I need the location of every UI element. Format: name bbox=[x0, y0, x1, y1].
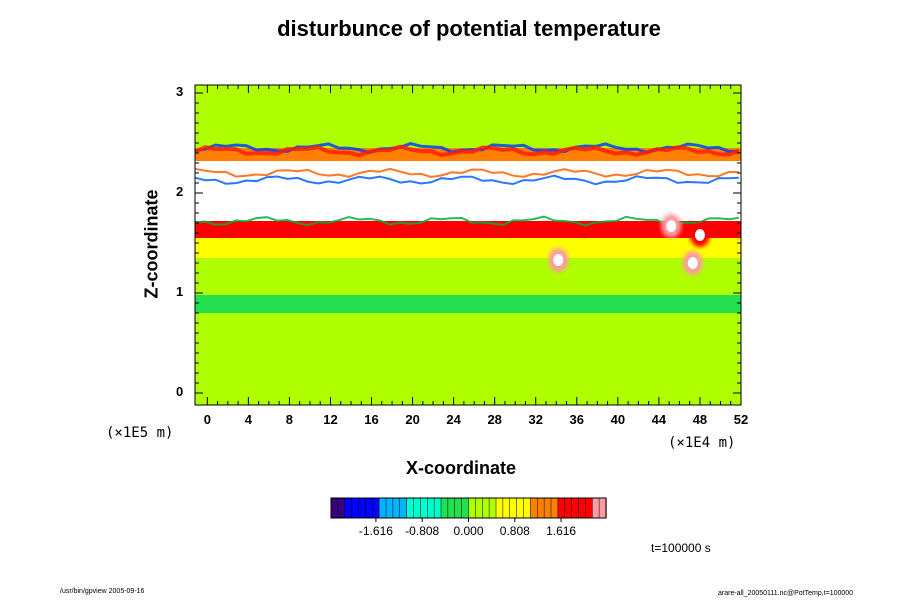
colorbar-cell bbox=[433, 497, 442, 519]
colorbar-cell bbox=[557, 497, 566, 519]
colorbar-cell bbox=[523, 497, 532, 519]
feature-core-1 bbox=[687, 257, 698, 269]
colorbar-cell bbox=[482, 497, 490, 519]
colorbar-tick-label: -1.616 bbox=[358, 524, 393, 538]
colorbar-cell bbox=[399, 497, 408, 519]
x-tick-label: 24 bbox=[446, 412, 461, 427]
heatmap-band-3 bbox=[195, 178, 741, 221]
heatmap-band-8 bbox=[195, 313, 741, 405]
colorbar-cell bbox=[564, 497, 573, 519]
feature-core-0 bbox=[553, 254, 564, 266]
colorbar-cell bbox=[571, 497, 580, 519]
colorbar-cell bbox=[420, 497, 428, 519]
feature-core-3 bbox=[666, 220, 677, 232]
y-scale-label: (×1E5 m) bbox=[106, 425, 174, 441]
footer-right: arare-all_20050111.nc@PotTemp,t=100000 bbox=[718, 590, 854, 597]
x-tick-label: 20 bbox=[405, 412, 420, 427]
interface-line-1 bbox=[194, 144, 740, 158]
colorbar-cell bbox=[461, 497, 470, 519]
heatmap-band-7 bbox=[195, 295, 741, 313]
colorbar-cell bbox=[365, 497, 373, 519]
colorbar-cell bbox=[447, 497, 456, 519]
x-tick-label: 48 bbox=[692, 412, 708, 427]
colorbar-cell bbox=[378, 497, 387, 519]
colorbar-cell bbox=[495, 497, 504, 519]
x-tick-label: 36 bbox=[569, 412, 585, 427]
x-scale-label: (×1E4 m) bbox=[668, 435, 736, 451]
colorbar-cell bbox=[372, 497, 380, 519]
colorbar-cell bbox=[358, 497, 367, 519]
colorbar-tick-label: 0.000 bbox=[453, 524, 484, 538]
y-tick-label: 3 bbox=[176, 84, 184, 99]
colorbar-cell bbox=[344, 497, 353, 519]
colorbar-tick-label: 1.616 bbox=[546, 524, 577, 538]
x-tick-label: 16 bbox=[364, 412, 379, 427]
x-tick-label: 52 bbox=[733, 412, 749, 427]
heatmap-band-2 bbox=[195, 161, 741, 178]
chart-title: disturbunce of potential temperature bbox=[277, 16, 661, 41]
colorbar-cell bbox=[543, 497, 552, 519]
heatmap-area bbox=[194, 84, 742, 406]
interface-line-4 bbox=[194, 215, 740, 227]
x-tick-label: 40 bbox=[610, 412, 626, 427]
colorbar-cell bbox=[440, 497, 449, 519]
heatmap-band-4 bbox=[195, 221, 741, 238]
plot-frame bbox=[194, 84, 742, 406]
colorbar-cell bbox=[475, 497, 483, 519]
interface-line-3 bbox=[194, 174, 739, 186]
colorbar-cell bbox=[454, 497, 463, 519]
x-tick-label: 12 bbox=[323, 412, 338, 427]
y-tick-label: 2 bbox=[176, 184, 184, 199]
colorbar-cell bbox=[598, 497, 607, 519]
colorbar-cell bbox=[413, 497, 422, 519]
x-axis-title: X-coordinate bbox=[406, 458, 517, 478]
colorbar-cell bbox=[578, 497, 587, 519]
x-tick-label: 0 bbox=[203, 412, 211, 427]
colorbar-cell bbox=[351, 497, 360, 519]
colorbar-cell bbox=[585, 497, 593, 519]
colorbar-cell bbox=[550, 497, 559, 519]
x-tick-label: 8 bbox=[285, 412, 294, 427]
colorbar-cell bbox=[502, 497, 511, 519]
y-tick-label: 1 bbox=[176, 284, 184, 299]
axis-ticks bbox=[195, 85, 742, 405]
feature-core-2 bbox=[694, 229, 705, 241]
heatmap-band-0 bbox=[195, 85, 741, 148]
heatmap-band-6 bbox=[195, 258, 741, 295]
x-tick-label: 4 bbox=[244, 412, 252, 427]
colorbar-cell bbox=[509, 497, 518, 519]
footer-left: /usr/bin/gpview 2005-09-16 bbox=[60, 588, 145, 595]
colorbar-cell bbox=[516, 497, 525, 519]
y-tick-label: 0 bbox=[176, 384, 184, 399]
colorbar-cell bbox=[427, 497, 435, 519]
colorbar-tick-label: 0.808 bbox=[499, 524, 530, 538]
colorbar-cell bbox=[330, 497, 339, 519]
colorbar-cell bbox=[488, 497, 497, 519]
x-tick-label: 32 bbox=[528, 412, 543, 427]
colorbar-cell bbox=[337, 497, 346, 519]
time-label: t=100000 s bbox=[651, 541, 711, 555]
colorbar-cell bbox=[385, 497, 394, 519]
colorbar-cell bbox=[592, 497, 600, 519]
colorbar bbox=[330, 497, 607, 522]
x-tick-label: 44 bbox=[651, 412, 667, 427]
y-axis-title: Z-coordinate bbox=[141, 189, 162, 299]
colorbar-cell bbox=[392, 497, 401, 519]
colorbar-cell bbox=[537, 497, 545, 519]
interface-line-2 bbox=[194, 167, 739, 179]
x-tick-label: 28 bbox=[487, 412, 502, 427]
colorbar-cell bbox=[530, 497, 538, 519]
heatmap-band-5 bbox=[195, 238, 741, 258]
colorbar-cell bbox=[406, 497, 415, 519]
colorbar-tick-label: -0.808 bbox=[405, 524, 440, 538]
colorbar-cell bbox=[468, 497, 477, 519]
